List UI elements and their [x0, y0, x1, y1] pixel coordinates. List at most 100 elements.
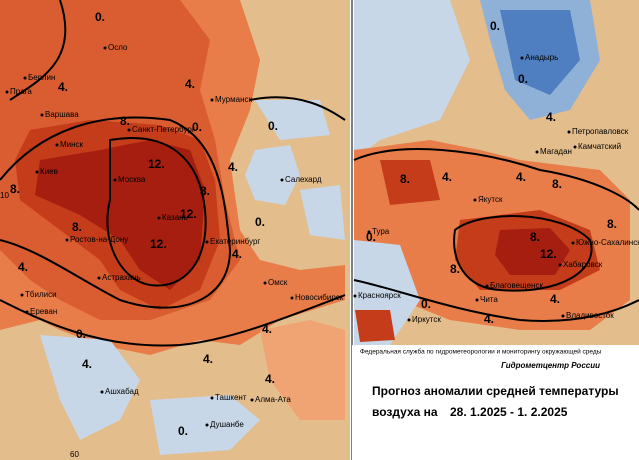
contour-label: 4.	[442, 170, 452, 184]
city-label: Иркутск	[412, 315, 441, 324]
contour-label: 0.	[518, 72, 528, 86]
contour-label: 8.	[530, 230, 540, 244]
city-dot	[263, 281, 267, 285]
city-dot	[97, 276, 101, 280]
city-label: Хабаровск	[563, 260, 603, 269]
city-label: Астрахань	[102, 273, 141, 282]
contour-label: 4.	[546, 110, 556, 124]
city-label: Владивосток	[566, 311, 614, 320]
city-label: Салехард	[285, 175, 322, 184]
contour-label: 12.	[540, 247, 557, 261]
mild-zone	[260, 320, 345, 420]
city-label: Чита	[480, 295, 498, 304]
contour-label: 4.	[550, 292, 560, 306]
city-dot	[290, 296, 294, 300]
contour-label: 4.	[262, 322, 272, 336]
city-label: Мурманск	[215, 95, 252, 104]
city-label: Омск	[268, 278, 288, 287]
city-dot	[558, 263, 562, 267]
city-dot	[535, 150, 539, 154]
city-label: Ташкент	[215, 393, 247, 402]
grid-label: 10	[0, 191, 9, 200]
city-label: Минск	[60, 140, 84, 149]
city-label: Южно-Сахалинск	[576, 238, 639, 247]
caption-box	[352, 345, 639, 460]
city-dot	[40, 113, 44, 117]
city-label: Якутск	[478, 195, 503, 204]
city-dot	[473, 198, 477, 202]
hot-zone-core	[35, 140, 205, 290]
city-dot	[485, 284, 489, 288]
contour-label: 0.	[490, 19, 500, 33]
contour-label: 4.	[516, 170, 526, 184]
contour-label: 4.	[228, 160, 238, 174]
contour-label: 4.	[265, 372, 275, 386]
city-dot	[103, 46, 107, 50]
cold-zone	[40, 335, 140, 440]
city-label: Новосибирск	[295, 293, 344, 302]
city-dot	[367, 230, 371, 234]
contour-label: 4.	[58, 80, 68, 94]
contour-label: 8.	[10, 182, 20, 196]
contour-label: 8.	[552, 177, 562, 191]
city-label: Душанбе	[210, 420, 244, 429]
city-dot	[250, 398, 254, 402]
caption-center: Гидрометцентр России	[501, 361, 600, 370]
contour-label: 0.	[255, 215, 265, 229]
left-panel	[0, 0, 350, 460]
city-dot	[65, 238, 69, 242]
contour-label: 12.	[148, 157, 165, 171]
city-label: Ереван	[30, 307, 57, 316]
contour-label: 0.	[178, 424, 188, 438]
city-dot	[210, 98, 214, 102]
cold-zone	[150, 395, 260, 455]
city-label: Варшава	[45, 110, 79, 119]
contour-label: 12.	[180, 207, 197, 221]
isoline	[0, 116, 232, 309]
contour-label: 0.	[192, 120, 202, 134]
contour-label: 4.	[232, 247, 242, 261]
city-label: Магадан	[540, 147, 572, 156]
city-label: Камчатский	[578, 142, 621, 151]
city-dot	[205, 240, 209, 244]
city-dot	[353, 294, 357, 298]
city-dot	[210, 396, 214, 400]
city-dot	[5, 90, 9, 94]
city-dot	[113, 178, 117, 182]
city-label: Анадырь	[525, 53, 558, 62]
city-dot	[23, 76, 27, 80]
contour-label: 0.	[421, 297, 431, 311]
city-dot	[475, 298, 479, 302]
grid-label: 60	[70, 450, 79, 459]
contour-label: 4.	[203, 352, 213, 366]
contour-label: 8.	[450, 262, 460, 276]
contour-label: 0.	[76, 327, 86, 341]
contour-label: 0.	[95, 10, 105, 24]
cold-zone	[255, 100, 330, 140]
isoline	[353, 279, 639, 322]
contour-label: 4.	[82, 357, 92, 371]
city-label: Екатеринбург	[210, 237, 260, 246]
isoline	[0, 294, 346, 347]
city-label: Киев	[40, 167, 58, 176]
city-label: Алма-Ата	[255, 395, 291, 404]
city-dot	[280, 178, 284, 182]
city-dot	[35, 170, 39, 174]
hot-zone	[355, 310, 395, 342]
city-dot	[407, 318, 411, 322]
contour-label: 8.	[120, 114, 130, 128]
caption-dates: 28. 1.2025 - 1. 2.2025	[450, 405, 568, 419]
city-dot	[573, 145, 577, 149]
isoline	[453, 215, 593, 292]
contour-label: 4.	[18, 260, 28, 274]
city-label: Ашхабад	[105, 387, 139, 396]
contour-label: 8.	[200, 184, 210, 198]
city-dot	[20, 293, 24, 297]
hot-zone-core	[495, 228, 570, 275]
hot-zone	[380, 160, 440, 205]
city-label: Тура	[372, 227, 390, 236]
contour-label: 4.	[484, 312, 494, 326]
city-dot	[157, 216, 161, 220]
